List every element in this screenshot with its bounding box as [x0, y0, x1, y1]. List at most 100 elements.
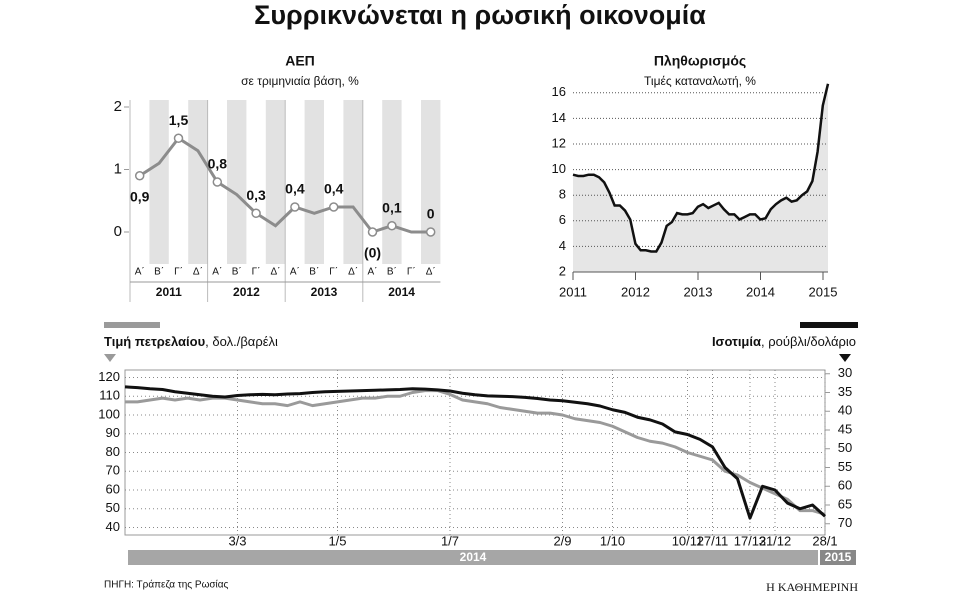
group-label: 2013: [311, 285, 338, 299]
line: [124, 385, 827, 520]
y-tick-label: 16: [552, 84, 566, 99]
y-tick-label: 120: [98, 369, 120, 384]
band: [343, 100, 363, 264]
page-title: Συρρικνώνεται η ρωσική οικονομία: [254, 0, 706, 30]
y2-tick-label: 40: [838, 403, 852, 418]
data-label: 0,8: [208, 156, 228, 172]
band: [265, 100, 286, 264]
period-label: 2014: [460, 550, 487, 564]
band: [149, 100, 169, 264]
y2-tick-label: 45: [838, 421, 852, 436]
point: [212, 177, 223, 187]
x-tick-label: 1/10: [600, 533, 625, 548]
x-tick-label: Β΄: [154, 266, 164, 278]
y-tick-label: 8: [559, 187, 566, 202]
x-tick-label: Δ΄: [270, 266, 280, 278]
period-band: [128, 550, 818, 565]
y-tick-label: 40: [106, 519, 120, 534]
x-tick-label: 3/3: [228, 533, 246, 548]
x-tick-label: 2011: [559, 284, 587, 299]
x-tick-label: 2015: [809, 284, 838, 299]
data-label: 0,3: [246, 187, 266, 203]
brand: Η ΚΑΘΗΜΕΡΙΝΗ: [766, 580, 858, 594]
chart-title: Πληθωρισμός: [654, 53, 746, 69]
point: [173, 133, 184, 143]
y-tick-label: 12: [552, 135, 566, 150]
axis-marker: [839, 354, 851, 362]
x-tick-label: Δ΄: [193, 266, 203, 278]
x-tick-label: 31/12: [759, 533, 792, 548]
y-tick-label: 6: [559, 212, 566, 227]
point: [367, 227, 378, 237]
x-tick-label: 2/9: [553, 533, 571, 548]
y-tick-label: 2: [114, 98, 122, 115]
data-label: 0,4: [324, 181, 344, 197]
legend-swatch: [104, 322, 160, 328]
legend-name: Ισοτιμία: [712, 334, 761, 349]
legend-swatch: [800, 322, 858, 328]
x-tick-label: Α΄: [212, 266, 222, 278]
line: [125, 389, 826, 516]
x-tick-label: 2014: [746, 284, 775, 299]
point: [251, 208, 261, 218]
period-band: [820, 550, 856, 565]
group-label: 2011: [156, 285, 182, 299]
y-tick-label: 80: [106, 444, 120, 459]
x-tick-label: Δ΄: [426, 266, 436, 278]
group-label: 2012: [233, 285, 260, 299]
x-tick-label: 28/1: [812, 533, 837, 548]
y2-tick-label: 55: [838, 459, 852, 474]
y-tick-label: 2: [559, 263, 566, 278]
x-tick-label: 27/11: [697, 533, 729, 548]
y-tick-label: 60: [106, 481, 120, 496]
data-label: 0,4: [285, 181, 305, 197]
y-tick-label: 70: [106, 463, 120, 478]
chart-subtitle: σε τριμηνιαία βάση, %: [241, 74, 359, 88]
x-tick-label: Α΄: [135, 266, 145, 278]
point: [134, 171, 145, 181]
y2-tick-label: 35: [838, 384, 852, 399]
x-tick-label: Β΄: [232, 266, 242, 278]
y-tick-label: 110: [99, 388, 120, 403]
x-tick-label: Γ΄: [329, 266, 338, 278]
legend-entry: Ισοτιμία, ρούβλι/δολάριο: [712, 334, 856, 349]
area: [573, 83, 828, 272]
line: [572, 83, 830, 253]
x-tick-label: Γ΄: [407, 266, 416, 278]
band: [188, 100, 208, 264]
x-tick-label: Α΄: [368, 266, 378, 278]
y-tick-label: 100: [98, 406, 120, 421]
point: [290, 202, 300, 212]
x-tick-label: 2013: [684, 284, 713, 299]
legend-unit: , ρούβλι/δολάριο: [761, 334, 856, 349]
x-tick-label: 10/11: [672, 533, 704, 548]
x-tick-label: Β΄: [387, 266, 397, 278]
y-tick-label: 4: [559, 238, 566, 253]
data-label: (0): [364, 245, 381, 261]
point: [328, 202, 339, 212]
y-tick-label: 90: [106, 425, 120, 440]
y2-tick-label: 70: [838, 515, 852, 530]
period-label: 2015: [825, 550, 852, 564]
x-tick-label: Γ΄: [252, 266, 261, 278]
band: [304, 100, 324, 264]
source: ΠΗΓΗ: Τράπεζα της Ρωσίας: [104, 579, 229, 591]
y-tick-label: 0: [114, 223, 122, 240]
x-tick-label: Β΄: [309, 266, 319, 278]
band: [421, 100, 441, 264]
x-tick-label: 2012: [621, 284, 650, 299]
y2-tick-label: 50: [838, 440, 852, 455]
x-tick-label: 17/12: [734, 533, 767, 548]
legend-name: Τιμή πετρελαίου: [104, 334, 206, 349]
y-tick-label: 50: [106, 500, 120, 515]
band: [382, 100, 402, 264]
y2-tick-label: 60: [838, 478, 852, 493]
data-label: 0: [427, 206, 435, 222]
data-label: 0,9: [130, 188, 150, 204]
x-tick-label: 1/7: [441, 533, 459, 548]
x-tick-label: Α΄: [290, 266, 300, 278]
y-tick-label: 10: [552, 161, 566, 176]
line: [138, 136, 431, 234]
y2-tick-label: 30: [838, 365, 852, 380]
